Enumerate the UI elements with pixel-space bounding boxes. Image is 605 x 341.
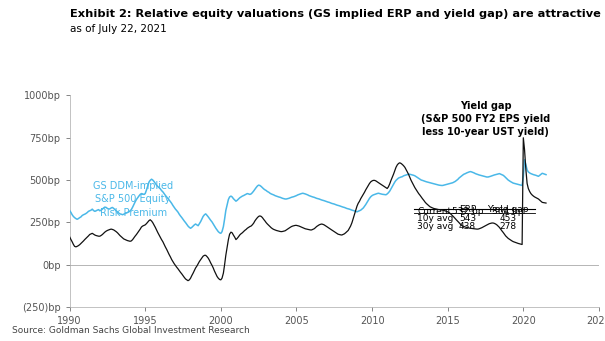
Text: 10y avg: 10y avg <box>417 214 454 223</box>
Text: 532 bp: 532 bp <box>451 207 483 216</box>
Text: 453: 453 <box>500 214 517 223</box>
Text: 278: 278 <box>500 222 517 231</box>
Text: ERP: ERP <box>459 205 476 213</box>
Text: Current: Current <box>417 207 451 216</box>
Text: 438: 438 <box>459 222 476 231</box>
Text: 364 bp: 364 bp <box>492 207 524 216</box>
Text: Source: Goldman Sachs Global Investment Research: Source: Goldman Sachs Global Investment … <box>12 326 250 335</box>
Text: Yield gap: Yield gap <box>488 205 529 213</box>
Text: as of July 22, 2021: as of July 22, 2021 <box>70 24 166 34</box>
Text: 30y avg: 30y avg <box>417 222 454 231</box>
Text: GS DDM-implied
S&P 500 Equity
Risk Premium: GS DDM-implied S&P 500 Equity Risk Premi… <box>93 181 173 218</box>
Text: 543: 543 <box>459 214 476 223</box>
Text: Yield gap
(S&P 500 FY2 EPS yield
less 10-year UST yield): Yield gap (S&P 500 FY2 EPS yield less 10… <box>421 101 550 137</box>
Text: Exhibit 2: Relative equity valuations (GS implied ERP and yield gap) are attract: Exhibit 2: Relative equity valuations (G… <box>70 9 600 18</box>
